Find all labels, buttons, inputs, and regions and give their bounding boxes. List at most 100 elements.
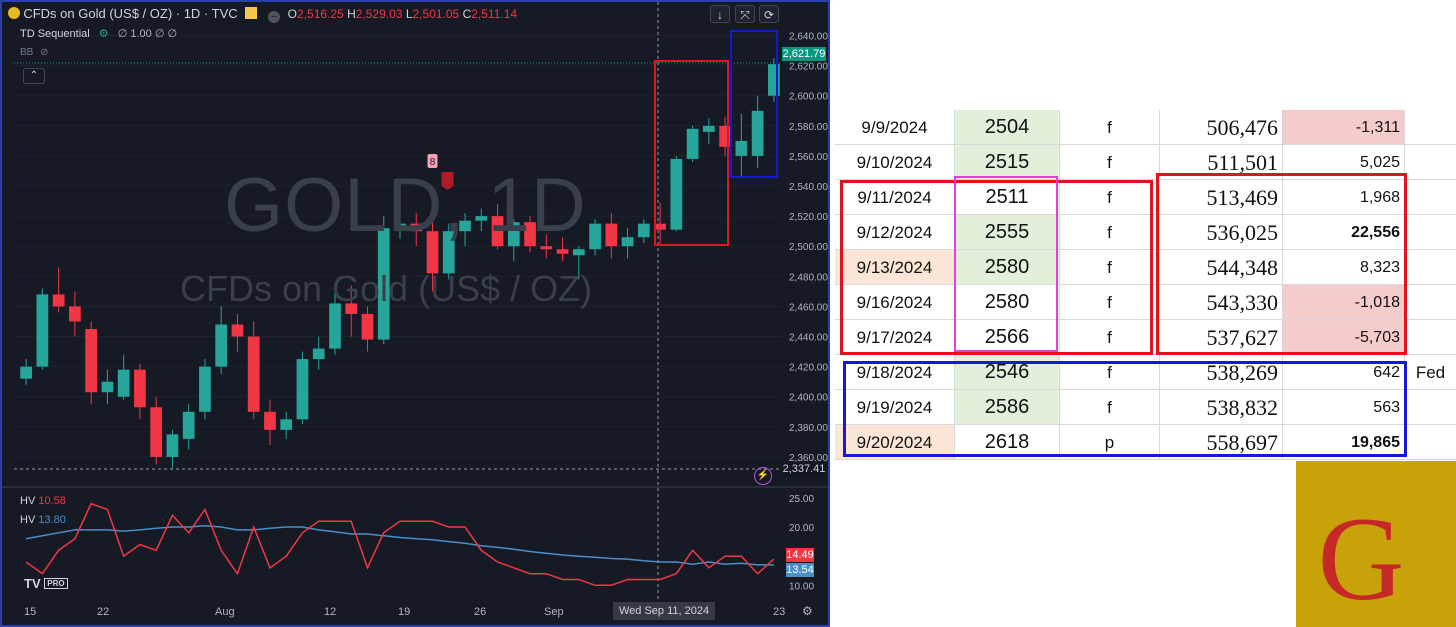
- open-interest-cell[interactable]: 506,476: [1160, 110, 1283, 145]
- date-cell[interactable]: 9/18/2024: [835, 355, 955, 390]
- collapse-legend-button[interactable]: ⌃: [23, 68, 45, 84]
- symbol-title[interactable]: CFDs on Gold (US$ / OZ) · 1D · TVC: [23, 6, 238, 21]
- price-cell[interactable]: 2555: [955, 215, 1060, 250]
- indicator-name[interactable]: TD Sequential: [20, 28, 90, 40]
- type-cell[interactable]: f: [1060, 320, 1160, 355]
- price-cell[interactable]: 2580: [955, 285, 1060, 320]
- date-cell[interactable]: 9/19/2024: [835, 390, 955, 425]
- note-cell[interactable]: [1405, 425, 1456, 460]
- price-cell[interactable]: 2580: [955, 250, 1060, 285]
- open-interest-cell[interactable]: 513,469: [1160, 180, 1283, 215]
- td-count-label: 8: [430, 157, 436, 168]
- candle-body: [751, 110, 764, 156]
- chart-settings-icon[interactable]: ⚙: [802, 604, 813, 618]
- price-cell[interactable]: 2504: [955, 110, 1060, 145]
- change-cell[interactable]: -1,311: [1283, 110, 1405, 145]
- candle-body: [312, 348, 325, 360]
- date-cell[interactable]: 9/16/2024: [835, 285, 955, 320]
- type-cell[interactable]: f: [1060, 390, 1160, 425]
- lightning-icon[interactable]: ⚡: [754, 467, 772, 485]
- hv-y-tick: 25.00: [789, 494, 814, 505]
- hv-fast-badge: 14.49: [786, 548, 814, 562]
- price-cell[interactable]: 2566: [955, 320, 1060, 355]
- candle-body: [264, 411, 276, 430]
- change-cell[interactable]: 563: [1283, 390, 1405, 425]
- change-cell[interactable]: 5,025: [1283, 145, 1405, 180]
- candle-body: [524, 222, 536, 247]
- note-cell[interactable]: [1405, 390, 1456, 425]
- change-cell[interactable]: 8,323: [1283, 250, 1405, 285]
- change-cell[interactable]: 19,865: [1283, 425, 1405, 460]
- hv-y-tick: 20.00: [789, 523, 814, 534]
- crosshair-price-badge: 2,337.41: [782, 462, 826, 476]
- change-cell[interactable]: 22,556: [1283, 215, 1405, 250]
- note-cell[interactable]: [1405, 320, 1456, 355]
- open-interest-cell[interactable]: 538,832: [1160, 390, 1283, 425]
- note-cell[interactable]: [1405, 250, 1456, 285]
- bb-legend[interactable]: BB ⊘: [20, 47, 49, 58]
- open-interest-cell[interactable]: 537,627: [1160, 320, 1283, 355]
- settings-icon[interactable]: ⚙: [98, 28, 109, 40]
- collapse-icon[interactable]: –: [268, 11, 281, 23]
- candle-body: [605, 223, 618, 247]
- x-tick: 19: [398, 606, 411, 618]
- y-tick: 2,520.00: [789, 212, 828, 223]
- open-interest-cell[interactable]: 558,697: [1160, 425, 1283, 460]
- change-cell[interactable]: 1,968: [1283, 180, 1405, 215]
- note-cell[interactable]: [1405, 215, 1456, 250]
- price-cell[interactable]: 2546: [955, 355, 1060, 390]
- note-cell[interactable]: [1405, 110, 1456, 145]
- open-interest-cell[interactable]: 544,348: [1160, 250, 1283, 285]
- type-cell[interactable]: f: [1060, 285, 1160, 320]
- reset-button[interactable]: ⟳: [759, 5, 779, 23]
- type-cell[interactable]: f: [1060, 215, 1160, 250]
- type-cell[interactable]: p: [1060, 425, 1160, 460]
- tradingview-chart[interactable]: 2,640.00 2,620.00 2,600.00 2,580.00 2,560.00…: [0, 0, 830, 627]
- price-cell[interactable]: 2618: [955, 425, 1060, 460]
- date-cell[interactable]: 9/9/2024: [835, 110, 955, 145]
- hv-legend-slow[interactable]: HV 13.80: [20, 514, 66, 526]
- y-tick: 2,540.00: [789, 182, 828, 193]
- price-cell[interactable]: 2586: [955, 390, 1060, 425]
- candle-body: [637, 223, 650, 238]
- type-cell[interactable]: f: [1060, 250, 1160, 285]
- type-cell[interactable]: f: [1060, 145, 1160, 180]
- note-cell[interactable]: Fed: [1405, 355, 1456, 390]
- date-cell[interactable]: 9/12/2024: [835, 215, 955, 250]
- table-row: 9/12/2024 2555 f 536,025 22,556: [835, 215, 1456, 250]
- open-interest-cell[interactable]: 511,501: [1160, 145, 1283, 180]
- note-cell[interactable]: [1405, 285, 1456, 320]
- fullscreen-button[interactable]: ⤧: [735, 5, 755, 23]
- date-cell[interactable]: 9/20/2024: [835, 425, 955, 460]
- chart-canvas[interactable]: 2,640.00 2,620.00 2,600.00 2,580.00 2,560.00…: [2, 2, 830, 627]
- open-interest-cell[interactable]: 536,025: [1160, 215, 1283, 250]
- open-interest-cell[interactable]: 543,330: [1160, 285, 1283, 320]
- tradingview-logo[interactable]: TV PRO: [24, 576, 68, 591]
- x-tick: 26: [474, 606, 487, 618]
- eye-hidden-icon[interactable]: ⊘: [40, 47, 49, 58]
- td-sell-marker: [441, 172, 454, 190]
- candle-body: [670, 158, 683, 230]
- open-interest-cell[interactable]: 538,269: [1160, 355, 1283, 390]
- hv-legend-fast[interactable]: HV 10.58: [20, 495, 66, 507]
- y-tick: 2,620.00: [789, 62, 828, 73]
- indicator-legend[interactable]: TD Sequential ⚙ ∅ 1.00 ∅ ∅: [20, 27, 177, 40]
- type-cell[interactable]: f: [1060, 355, 1160, 390]
- date-cell[interactable]: 9/17/2024: [835, 320, 955, 355]
- note-cell[interactable]: [1405, 145, 1456, 180]
- type-cell[interactable]: f: [1060, 110, 1160, 145]
- price-cell[interactable]: 2511: [955, 180, 1060, 215]
- date-cell[interactable]: 9/13/2024: [835, 250, 955, 285]
- note-cell[interactable]: [1405, 180, 1456, 215]
- change-cell[interactable]: -5,703: [1283, 320, 1405, 355]
- type-cell[interactable]: f: [1060, 180, 1160, 215]
- change-cell[interactable]: -1,018: [1283, 285, 1405, 320]
- date-cell[interactable]: 9/10/2024: [835, 145, 955, 180]
- symbol-header[interactable]: CFDs on Gold (US$ / OZ) · 1D · TVC – O2,…: [8, 6, 517, 23]
- scroll-down-button[interactable]: ↓: [710, 5, 730, 23]
- change-cell[interactable]: 642: [1283, 355, 1405, 390]
- candle-body: [182, 411, 195, 439]
- date-cell[interactable]: 9/11/2024: [835, 180, 955, 215]
- price-cell[interactable]: 2515: [955, 145, 1060, 180]
- table-row: 9/9/2024 2504 f 506,476 -1,311: [835, 110, 1456, 145]
